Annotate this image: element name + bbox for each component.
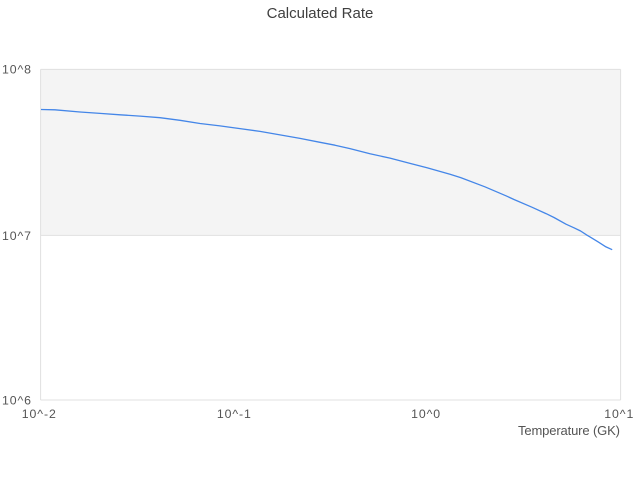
- svg-text:10^0: 10^0: [411, 407, 440, 421]
- svg-text:10^-2: 10^-2: [22, 407, 56, 421]
- svg-text:10^-1: 10^-1: [217, 407, 251, 421]
- svg-text:10^7: 10^7: [2, 229, 31, 243]
- svg-text:10^8: 10^8: [2, 62, 31, 76]
- svg-text:Temperature (GK): Temperature (GK): [518, 423, 620, 438]
- svg-text:10^1: 10^1: [604, 407, 633, 421]
- svg-text:Calculated Rate: Calculated Rate: [267, 5, 374, 22]
- svg-text:10^6: 10^6: [2, 394, 31, 408]
